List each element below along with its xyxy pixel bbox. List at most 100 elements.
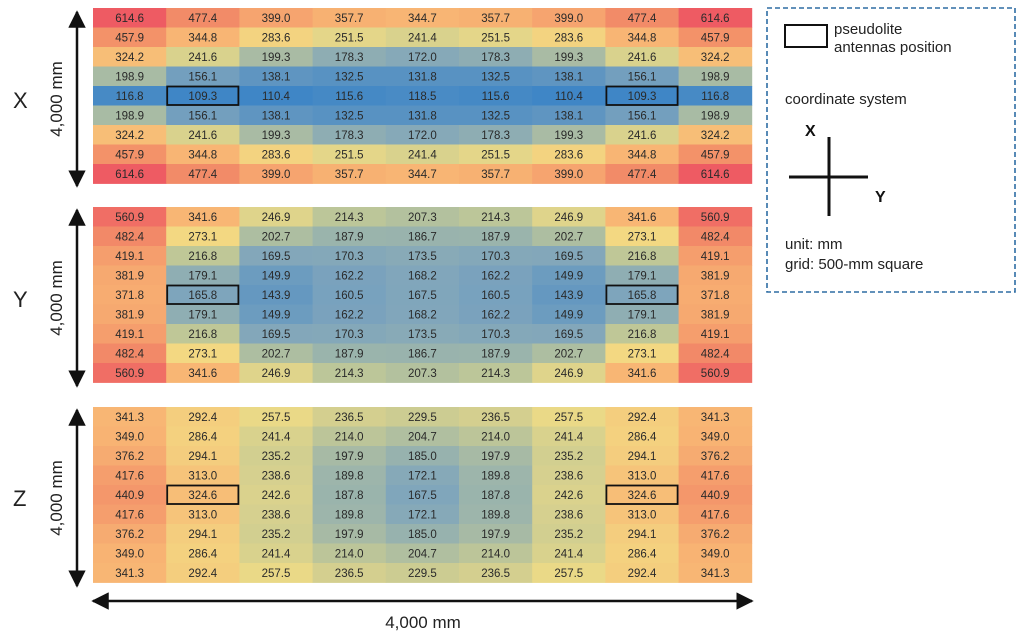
heatmap-cell-value: 149.9: [554, 309, 583, 321]
heatmap-cell-value: 477.4: [628, 169, 657, 181]
heatmap-cell: [312, 47, 387, 67]
heatmap-cell-value: 109.3: [628, 91, 657, 103]
heatmap-cell: [605, 265, 679, 286]
heatmap-cell-value: 202.7: [554, 348, 583, 360]
heatmap-cell-value: 560.9: [701, 368, 730, 380]
heatmap-cell: [605, 563, 679, 583]
heatmap-cell: [312, 363, 387, 383]
heatmap-cell-value: 169.5: [262, 251, 291, 263]
heatmap-cell-value: 162.2: [481, 270, 510, 282]
heatmap-cell-value: 313.0: [628, 470, 657, 482]
heatmap-cell: [605, 543, 679, 564]
heatmap-cell: [532, 524, 606, 544]
heatmap-cell: [678, 504, 753, 525]
heatmap-cell-value: 241.6: [188, 130, 217, 142]
heatmap-cell-value: 344.8: [628, 149, 657, 161]
heatmap-cell: [166, 8, 240, 28]
heatmap-cell-value: 273.1: [188, 231, 217, 243]
heatmap-cell: [239, 265, 313, 286]
heatmap-cell-value: 313.0: [188, 509, 217, 521]
panel-label-x: X: [13, 88, 28, 113]
heatmap-cell-value: 197.9: [335, 529, 364, 541]
heatmap-cell: [532, 343, 606, 364]
dimension-label-x-panel: 4,000 mm: [47, 61, 66, 137]
heatmap-cell-value: 344.8: [188, 149, 217, 161]
heatmap-cell: [312, 343, 387, 364]
heatmap-cell-value: 187.9: [335, 348, 364, 360]
heatmap-cell: [678, 27, 753, 48]
heatmap-cell-value: 241.4: [262, 431, 291, 443]
heatmap-cell-value: 110.4: [262, 91, 291, 103]
heatmap-cell-value: 179.1: [188, 270, 217, 282]
heatmap-cell: [312, 66, 387, 87]
heatmap-cell: [312, 563, 387, 583]
heatmap-cell: [532, 363, 606, 383]
heatmap-cell: [385, 86, 460, 106]
heatmap-cell-value: 283.6: [262, 149, 291, 161]
heatmap-cell: [459, 265, 533, 286]
heatmap-cell-value: 198.9: [701, 110, 730, 122]
heatmap-cell: [93, 246, 167, 266]
heatmap-cell: [93, 125, 167, 145]
heatmap-cell-value: 257.5: [554, 568, 583, 580]
heatmap-cell-value: 207.3: [408, 212, 437, 224]
heatmap-cell: [385, 426, 460, 447]
heatmap-cell: [166, 407, 240, 427]
heatmap-cell-value: 341.6: [628, 212, 657, 224]
heatmap-cell: [385, 265, 460, 286]
heatmap-cell-value: 344.7: [408, 169, 437, 181]
heatmap-cell: [239, 27, 313, 48]
heatmap-cell-value: 482.4: [115, 348, 144, 360]
heatmap-cell-value: 189.8: [481, 470, 510, 482]
heatmap-cell: [166, 465, 240, 486]
heatmap-cell-value: 371.8: [115, 290, 144, 302]
heatmap-cell-value: 216.8: [188, 251, 217, 263]
heatmap-cell-value: 132.5: [335, 110, 364, 122]
heatmap-cell: [312, 304, 387, 325]
heatmap-cell: [385, 246, 460, 266]
heatmap-cell-value: 371.8: [701, 290, 730, 302]
heatmap-cell-value: 169.5: [262, 329, 291, 341]
heatmap-cell: [385, 8, 460, 28]
antenna-position-marker: [605, 85, 679, 106]
heatmap-cell: [678, 524, 753, 544]
heatmap-cell-value: 251.5: [335, 149, 364, 161]
heatmap-cell-value: 344.7: [408, 13, 437, 25]
heatmap-cell-value: 172.1: [408, 470, 437, 482]
heatmap-cell: [166, 485, 240, 505]
heatmap-cell-value: 294.1: [188, 529, 217, 541]
heatmap-cell: [166, 105, 240, 126]
heatmap-cell: [166, 563, 240, 583]
heatmap-cell: [459, 543, 533, 564]
heatmap-cell-value: 143.9: [262, 290, 291, 302]
heatmap-cell: [239, 47, 313, 67]
heatmap-cell-value: 236.5: [335, 412, 364, 424]
heatmap-cell-value: 560.9: [115, 212, 144, 224]
heatmap-panel-x: 614.6 477.4 399.0 357.7 344.7 357.7 399.0 477.4…: [93, 8, 753, 184]
heatmap-cell: [605, 504, 679, 525]
heatmap-cell-value: 132.5: [481, 110, 510, 122]
heatmap-cell-value: 143.9: [554, 290, 583, 302]
heatmap-cell-value: 324.2: [701, 130, 730, 142]
heatmap-cell-value: 185.0: [408, 451, 437, 463]
heatmap-cell-value: 173.5: [408, 329, 437, 341]
heatmap-cell: [166, 426, 240, 447]
heatmap-cell-value: 419.1: [701, 329, 730, 341]
heatmap-cell-value: 357.7: [481, 169, 510, 181]
heatmap-cell-value: 283.6: [262, 32, 291, 44]
heatmap-cell-value: 156.1: [188, 110, 217, 122]
heatmap-cell: [532, 465, 606, 486]
heatmap-cell: [385, 226, 460, 247]
heatmap-cell-value: 229.5: [408, 412, 437, 424]
heatmap-cell-value: 286.4: [188, 548, 217, 560]
heatmap-cell-value: 149.9: [262, 270, 291, 282]
antenna-legend-swatch: [784, 24, 828, 48]
heatmap-cell: [532, 105, 606, 126]
heatmap-cell-value: 294.1: [628, 529, 657, 541]
heatmap-cell: [459, 524, 533, 544]
heatmap-cell-value: 560.9: [701, 212, 730, 224]
heatmap-cell: [459, 246, 533, 266]
heatmap-cell-value: 109.3: [188, 91, 217, 103]
heatmap-cell-value: 186.7: [408, 348, 437, 360]
heatmap-cell-value: 344.8: [628, 32, 657, 44]
